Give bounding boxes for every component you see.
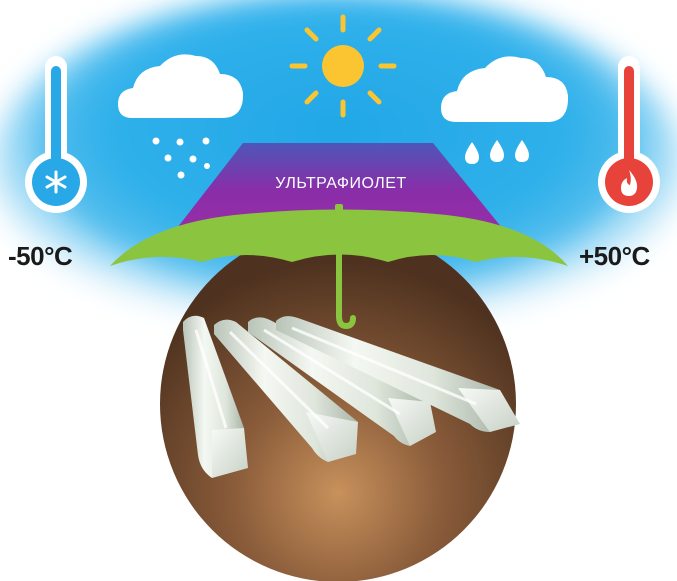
rain-cloud-icon — [441, 56, 569, 164]
pipe — [183, 315, 248, 478]
pipe — [248, 317, 436, 446]
pipe — [276, 316, 520, 432]
uv-label: УЛЬТРАФИОЛЕТ — [275, 175, 407, 192]
hot-thermometer-icon — [598, 56, 660, 213]
pipes — [183, 315, 520, 478]
snow-cloud-icon — [118, 54, 244, 179]
cold-thermometer-icon — [25, 56, 87, 213]
max-temperature-label: +50°C — [579, 241, 650, 271]
sun-icon — [289, 14, 397, 118]
pipe — [214, 319, 358, 462]
min-temperature-label: -50°C — [8, 241, 73, 271]
soil-globe — [160, 226, 516, 581]
umbrella-icon — [110, 204, 568, 330]
